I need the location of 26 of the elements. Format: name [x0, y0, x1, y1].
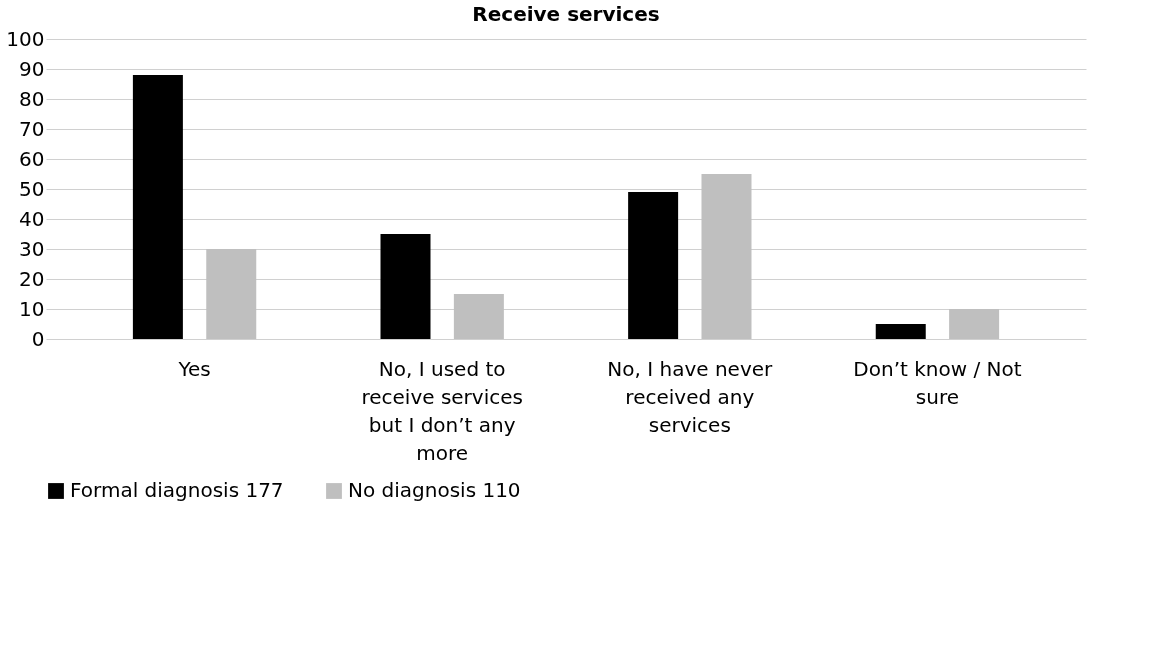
y-tick-label: 40	[19, 206, 45, 231]
y-tick-label: 10	[19, 296, 45, 321]
x-tick-label: No, I have never received any services	[607, 356, 774, 437]
bar	[380, 234, 431, 339]
bar	[132, 75, 183, 339]
bar	[949, 309, 1000, 339]
bar	[875, 324, 926, 339]
bar	[453, 294, 504, 339]
bar	[701, 174, 752, 339]
bar	[206, 249, 257, 339]
y-tick-label: 20	[19, 266, 45, 291]
y-tick-label: 30	[19, 236, 45, 261]
y-tick-label: 80	[19, 86, 45, 111]
chart-title: Receive services	[472, 2, 660, 26]
y-tick-label: 70	[19, 116, 45, 141]
y-tick-label: 100	[6, 26, 45, 51]
legend-label: No diagnosis 110	[348, 478, 521, 502]
x-tick-label: Yes	[177, 356, 211, 381]
x-tick-label: Don’t know / Not sure	[853, 356, 1022, 409]
legend-label: Formal diagnosis 177	[70, 478, 284, 502]
bar	[628, 192, 679, 339]
y-tick-label: 90	[19, 56, 45, 81]
y-tick-label: 60	[19, 146, 45, 171]
y-tick-label: 0	[31, 326, 45, 351]
x-tick-label: No, I used to receive services but I don’t any more	[361, 356, 523, 465]
y-tick-label: 50	[19, 176, 45, 201]
